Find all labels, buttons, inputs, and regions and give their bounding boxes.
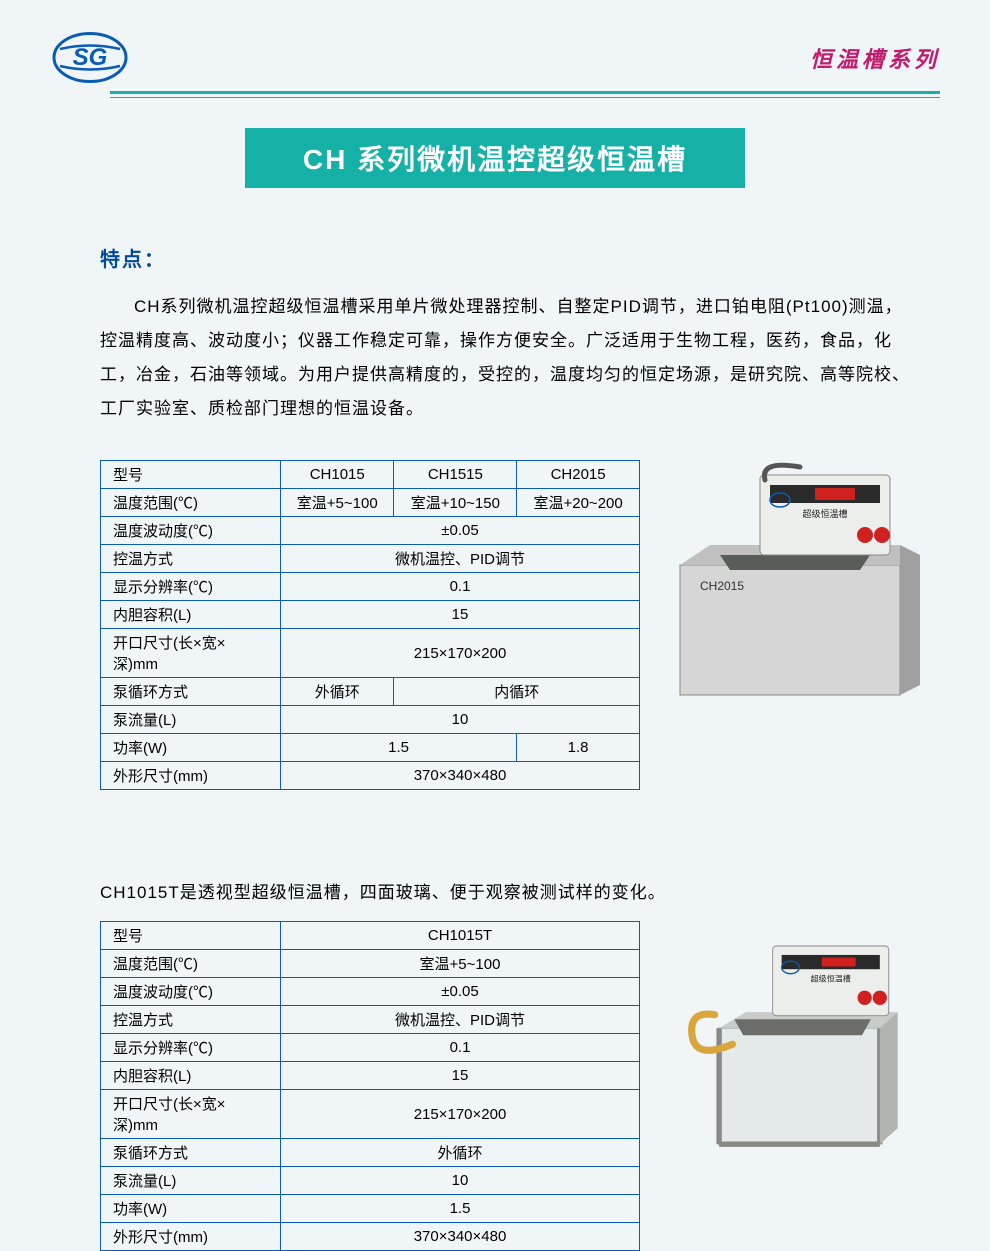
- header-model: CH2015: [517, 461, 640, 489]
- table-row: 控温方式 微机温控、PID调节: [101, 545, 640, 573]
- header-model: CH1015T: [281, 922, 640, 950]
- table-row: 开口尺寸(长×宽×深)mm215×170×200: [101, 1090, 640, 1139]
- table-row: 型号 CH1015T: [101, 922, 640, 950]
- header-model: CH1015: [281, 461, 394, 489]
- table-row: 显示分辨率(℃) 0.1: [101, 573, 640, 601]
- logo: SG: [50, 30, 130, 85]
- table-row: 内胆容积(L)15: [101, 1062, 640, 1090]
- table-row: 泵流量(L)10: [101, 1167, 640, 1195]
- table-row: 温度范围(℃)室温+5~100: [101, 950, 640, 978]
- table-row: 温度波动度(℃) ±0.05: [101, 517, 640, 545]
- product-label: CH2015: [700, 579, 744, 593]
- table-row: 控温方式微机温控、PID调节: [101, 1006, 640, 1034]
- features-section: 特点： CH系列微机温控超级恒温槽采用单片微处理器控制、自整定PID调节，进口铂…: [50, 243, 940, 426]
- page-header: SG 恒温槽系列: [50, 30, 940, 89]
- header-label: 型号: [101, 922, 281, 950]
- features-heading: 特点：: [100, 243, 910, 272]
- table-row: 型号 CH1015 CH1515 CH2015: [101, 461, 640, 489]
- spec-block-1: 型号 CH1015 CH1515 CH2015 温度范围(℃) 室温+5~100…: [50, 460, 940, 790]
- table-row: 开口尺寸(长×宽×深)mm 215×170×200: [101, 629, 640, 678]
- page-title: CH 系列微机温控超级恒温槽: [245, 128, 745, 188]
- rule-thick: [110, 91, 940, 94]
- table-row: 泵循环方式 外循环 内循环: [101, 678, 640, 706]
- logo-text: SG: [73, 44, 108, 71]
- table-row: 显示分辨率(℃)0.1: [101, 1034, 640, 1062]
- spec-table-1: 型号 CH1015 CH1515 CH2015 温度范围(℃) 室温+5~100…: [100, 460, 640, 790]
- table-row: 外形尺寸(mm)370×340×480: [101, 1223, 640, 1251]
- table-row: 泵循环方式外循环: [101, 1139, 640, 1167]
- series-label: 恒温槽系列: [810, 42, 940, 74]
- note-text: CH1015T是透视型超级恒温槽，四面玻璃、便于观察被测试样的变化。: [50, 878, 940, 903]
- svg-text:超级恒温槽: 超级恒温槽: [802, 508, 847, 519]
- product-image-1: CH2015 超级恒温槽: [670, 460, 920, 710]
- table-row: 内胆容积(L) 15: [101, 601, 640, 629]
- features-body: CH系列微机温控超级恒温槽采用单片微处理器控制、自整定PID调节，进口铂电阻(P…: [100, 290, 910, 426]
- spec-table-2: 型号 CH1015T 温度范围(℃)室温+5~100 温度波动度(℃)±0.05…: [100, 921, 640, 1251]
- table-row: 温度范围(℃) 室温+5~100 室温+10~150 室温+20~200: [101, 489, 640, 517]
- header-model: CH1515: [394, 461, 517, 489]
- table-row: 外形尺寸(mm) 370×340×480: [101, 762, 640, 790]
- table-row: 功率(W) 1.5 1.8: [101, 734, 640, 762]
- header-label: 型号: [101, 461, 281, 489]
- table-row: 泵流量(L) 10: [101, 706, 640, 734]
- svg-text:超级恒温槽: 超级恒温槽: [811, 974, 851, 984]
- table-row: 温度波动度(℃)±0.05: [101, 978, 640, 1006]
- spec-block-2: 型号 CH1015T 温度范围(℃)室温+5~100 温度波动度(℃)±0.05…: [50, 921, 940, 1251]
- rule-thin: [110, 97, 940, 98]
- table-row: 功率(W)1.5: [101, 1195, 640, 1223]
- product-image-2: 超级恒温槽: [670, 921, 920, 1171]
